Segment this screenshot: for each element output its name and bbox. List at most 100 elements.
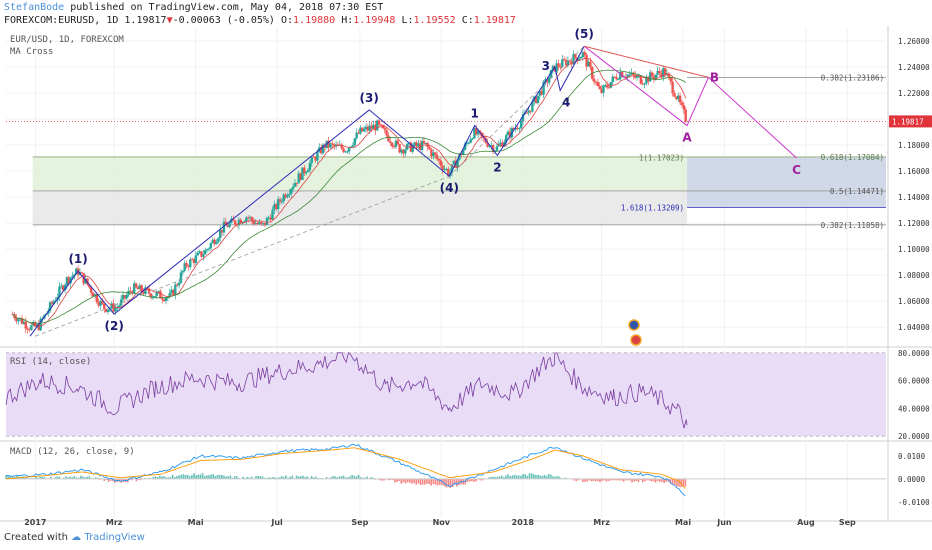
- macd-histogram-bar: [280, 476, 283, 479]
- change-value: -0.00063 (-0.05%): [172, 15, 275, 26]
- candle: [469, 139, 472, 143]
- author-link[interactable]: StefanBode: [4, 2, 65, 13]
- macd-histogram-bar: [509, 476, 512, 479]
- candle: [662, 68, 665, 78]
- macd-histogram-bar: [586, 478, 588, 482]
- candle: [73, 274, 76, 276]
- tradingview-brand[interactable]: TradingView: [84, 532, 145, 543]
- candle: [269, 217, 272, 220]
- macd-histogram-bar: [379, 478, 381, 481]
- macd-histogram-bar: [503, 477, 505, 479]
- candle: [398, 143, 401, 153]
- candle: [630, 72, 633, 75]
- candle: [626, 74, 629, 78]
- candle: [387, 135, 390, 142]
- candle: [555, 63, 558, 72]
- macd-histogram-bar: [661, 478, 663, 482]
- macd-histogram-bar: [605, 478, 608, 482]
- macd-histogram-bar: [590, 478, 593, 482]
- trend-line: [449, 45, 585, 177]
- macd-histogram-bar: [342, 475, 345, 479]
- candle: [675, 96, 678, 100]
- candle: [177, 282, 181, 286]
- macd-histogram-bar: [173, 477, 176, 479]
- candle: [432, 152, 435, 157]
- candle: [306, 170, 310, 173]
- candle: [353, 138, 356, 146]
- macd-histogram-bar: [366, 476, 368, 479]
- candle: [499, 142, 502, 145]
- macd-histogram-bar: [616, 478, 618, 481]
- candle: [155, 292, 158, 297]
- candle: [183, 263, 186, 271]
- candle: [678, 95, 682, 103]
- macd-histogram-bar: [291, 475, 294, 479]
- macd-histogram-bar: [336, 477, 338, 479]
- candle: [220, 229, 224, 233]
- macd-histogram-bar: [285, 475, 287, 479]
- macd-histogram-bar: [626, 478, 629, 481]
- abc-label: C: [792, 163, 801, 177]
- candle: [134, 283, 138, 288]
- macd-histogram-bar: [135, 478, 138, 482]
- candle: [299, 173, 302, 180]
- candle: [540, 90, 543, 95]
- x-tick-label: Sep: [351, 518, 368, 527]
- candle: [591, 67, 594, 79]
- candle: [147, 288, 151, 294]
- candle: [415, 142, 418, 147]
- candle: [159, 290, 162, 299]
- candle: [63, 285, 67, 291]
- candle: [15, 318, 18, 322]
- candle: [475, 128, 478, 135]
- candle: [534, 96, 538, 104]
- candle: [435, 154, 439, 159]
- macd-histogram-bar: [639, 478, 642, 480]
- macd-histogram-bar: [552, 476, 554, 479]
- macd-histogram-bar: [41, 476, 44, 479]
- macd-histogram-bar: [105, 478, 108, 480]
- macd-histogram-bar: [223, 475, 225, 479]
- y-tick-label: 1.22000: [898, 89, 930, 98]
- event-marker-icon: [628, 319, 640, 331]
- macd-histogram-bar: [614, 478, 616, 481]
- macd-histogram-bar: [622, 478, 625, 482]
- candle: [546, 79, 549, 83]
- macd-histogram-bar: [671, 478, 674, 485]
- candle: [276, 199, 280, 210]
- candle: [118, 305, 121, 308]
- fib-label: 0.618(1.17084): [821, 153, 884, 162]
- candle: [39, 318, 42, 331]
- candle: [362, 129, 366, 132]
- candle: [237, 219, 241, 226]
- macd-histogram-bar: [441, 478, 443, 485]
- candle: [389, 141, 392, 143]
- candle: [641, 83, 644, 85]
- macd-histogram-bar: [225, 476, 227, 479]
- candle: [228, 222, 231, 228]
- macd-histogram-bar: [37, 477, 39, 479]
- chart-canvas[interactable]: 2017 Mrz Mai Jul Sep Nov 2018 Mrz Mai Jun Aug Sep 1.…: [0, 0, 932, 532]
- candle: [116, 307, 119, 309]
- candle: [310, 156, 313, 163]
- candle: [258, 222, 261, 224]
- macd-histogram-bar: [120, 478, 123, 483]
- candle: [301, 167, 304, 180]
- candle: [24, 321, 27, 329]
- macd-histogram-bar: [103, 478, 106, 481]
- macd-histogram-bar: [216, 474, 219, 479]
- candle: [144, 287, 147, 294]
- candle: [364, 126, 368, 130]
- candle: [488, 145, 491, 147]
- candle: [196, 252, 199, 256]
- candle: [288, 193, 291, 196]
- candle: [250, 217, 254, 221]
- candle: [607, 87, 611, 89]
- macd-histogram-bar: [201, 473, 204, 479]
- macd-histogram-bar: [426, 478, 428, 484]
- macd-histogram-bar: [176, 475, 178, 479]
- candle: [172, 289, 175, 295]
- candle: [624, 76, 628, 78]
- macd-histogram-bar: [582, 478, 584, 483]
- macd-histogram-bar: [180, 474, 182, 479]
